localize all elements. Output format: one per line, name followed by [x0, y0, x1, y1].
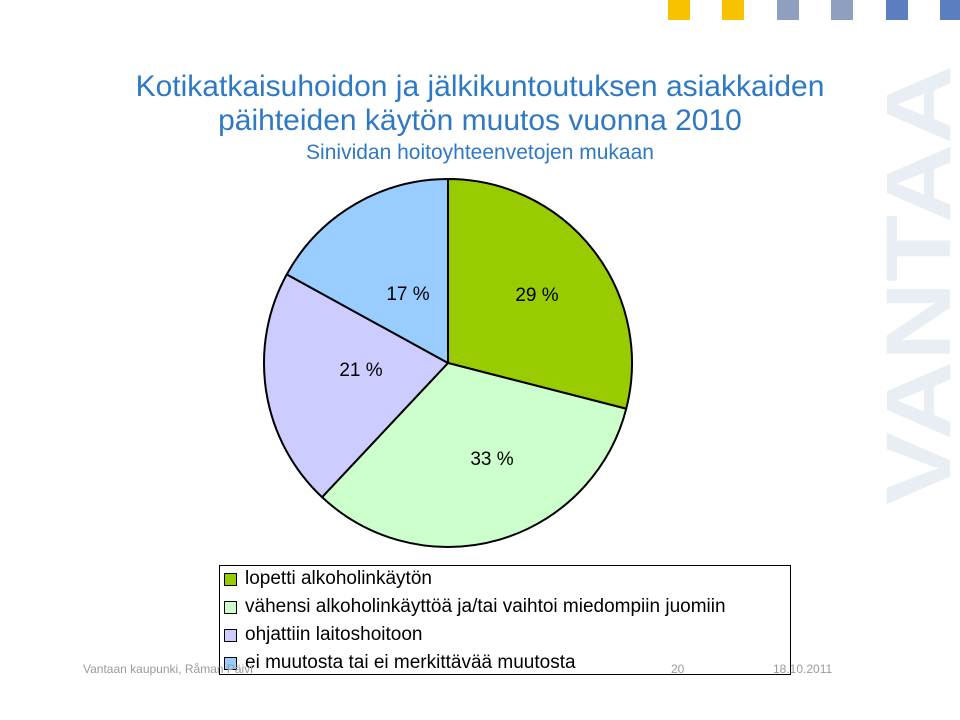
legend-item: ohjattiin laitoshoitoon: [224, 623, 422, 647]
footer-date: 18.10.2011: [773, 662, 833, 676]
legend-swatch: [224, 572, 237, 586]
legend-label: ohjattiin laitoshoitoon: [245, 624, 423, 645]
chart-subtitle: Sinividan hoitoyhteenvetojen mukaan: [306, 141, 654, 164]
brand-square: [722, 0, 744, 20]
legend-swatch: [224, 656, 237, 670]
brand-square: [940, 0, 960, 20]
chart-legend: lopetti alkoholinkäytön vähensi alkoholin…: [219, 565, 791, 675]
slice-data-label: 29 %: [515, 285, 558, 306]
slice-data-label: 21 %: [339, 360, 382, 381]
brand-square: [831, 0, 853, 20]
chart-title-line2: päihteiden käytön muutos vuonna 2010: [218, 104, 742, 137]
legend-swatch: [224, 628, 237, 642]
legend-item: vähensi alkoholinkäyttöä ja/tai vaihtoi …: [224, 595, 726, 619]
pie-slice: [263, 273, 449, 499]
legend-item: ei muutosta tai ei merkittävää muutosta: [224, 651, 576, 675]
pie-slice: [447, 178, 633, 410]
brand-square: [886, 0, 908, 20]
legend-label: vähensi alkoholinkäyttöä ja/tai vaihtoi …: [245, 596, 726, 617]
legend-swatch: [224, 600, 237, 614]
chart-title-line1: Kotikatkaisuhoidon ja jälkikuntoutuksen …: [135, 70, 825, 103]
brand-square: [777, 0, 799, 20]
brand-square: [668, 0, 690, 20]
legend-label: lopetti alkoholinkäytön: [245, 568, 432, 589]
pie-slice: [285, 178, 449, 364]
vantaa-watermark: VANTAA: [870, 65, 960, 505]
chart-title-block: Kotikatkaisuhoidon ja jälkikuntoutuksen …: [0, 70, 960, 168]
footer-page-number: 20: [671, 662, 685, 676]
legend-item: lopetti alkoholinkäytön: [224, 567, 432, 591]
legend-label: ei muutosta tai ei merkittävää muutosta: [245, 652, 576, 673]
footer-author: Vantaan kaupunki, Råman Päivi: [83, 662, 253, 676]
slice-data-label: 33 %: [470, 449, 513, 470]
slice-data-label: 17 %: [386, 284, 429, 305]
pie-slice: [321, 362, 628, 548]
watermark-text: VANTAA: [870, 65, 960, 505]
